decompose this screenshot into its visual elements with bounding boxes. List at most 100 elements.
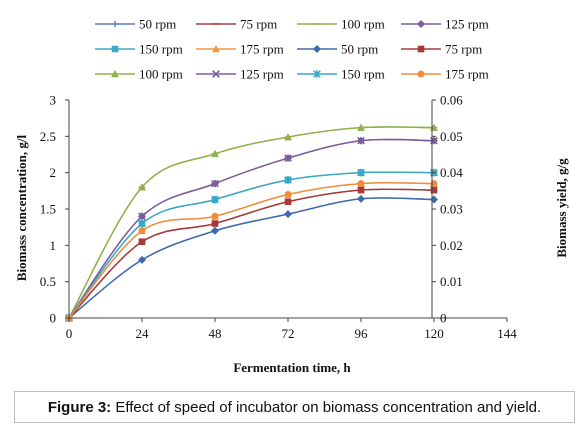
y-tick-label: 1	[50, 238, 57, 253]
x-tick-label: 0	[66, 326, 73, 341]
data-point	[430, 195, 438, 204]
data-point	[138, 238, 146, 245]
series-150-rpm-left	[65, 168, 438, 322]
data-point	[284, 154, 292, 162]
data-point	[211, 149, 219, 158]
x-tick-label: 120	[424, 326, 444, 341]
legend-item: 100 rpm	[95, 67, 183, 82]
y-tick-label: 1.5	[40, 202, 56, 217]
series-line	[68, 126, 435, 319]
data-point	[284, 132, 292, 141]
y2-tick-label: 0.02	[440, 238, 463, 253]
data-point	[430, 186, 438, 194]
series-100-rpm-right	[65, 126, 438, 319]
legend-label: 100 rpm	[139, 67, 183, 82]
legend-marker	[111, 20, 119, 28]
legend-marker	[417, 20, 425, 28]
series-line	[68, 182, 435, 319]
x-tick-label: 48	[209, 326, 222, 341]
y2-axis-label: Biomass yield, g/g	[554, 158, 569, 258]
legend-item: 100 rpm	[297, 17, 385, 32]
series-line	[68, 138, 435, 319]
data-point	[357, 180, 365, 188]
series-75-rpm-left	[65, 186, 438, 322]
y2-tick-label: 0.06	[440, 93, 463, 108]
y2-tick-label: 0.01	[440, 274, 463, 289]
data-point	[138, 219, 146, 228]
series-175-rpm-left	[65, 180, 438, 322]
legend-label: 75 rpm	[445, 42, 482, 57]
legend-marker	[212, 70, 220, 78]
series-line	[68, 126, 435, 319]
legend-label: 50 rpm	[341, 42, 378, 57]
y2-tick-label: 0.04	[440, 165, 463, 180]
data-point	[357, 186, 365, 194]
series-100-rpm-left	[65, 123, 438, 322]
data-point	[211, 179, 219, 188]
data-point	[357, 168, 365, 177]
x-tick-label: 24	[136, 326, 150, 341]
series-line	[68, 197, 435, 319]
series-line	[68, 188, 435, 319]
series-50-rpm-left	[65, 194, 438, 322]
data-point	[211, 220, 219, 227]
legend-label: 175 rpm	[445, 67, 489, 82]
series-125-rpm-right	[65, 136, 438, 322]
legend-item: 50 rpm	[95, 17, 176, 32]
legend-item: 175 rpm	[196, 42, 284, 57]
data-point	[284, 176, 292, 184]
data-point	[138, 212, 146, 221]
figure-caption: Figure 3: Effect of speed of incubator o…	[14, 391, 575, 423]
data-point	[357, 136, 365, 145]
legend-marker	[212, 44, 220, 53]
legend-marker	[313, 45, 321, 53]
data-point	[284, 210, 292, 219]
data-point	[138, 255, 146, 264]
y2-tick-label: 0	[440, 311, 447, 326]
y-axis-label: Biomass concentration, g/l	[14, 134, 29, 281]
y-tick-label: 3	[50, 93, 57, 108]
x-tick-label: 72	[282, 326, 295, 341]
data-point	[284, 190, 292, 198]
caption-label: Figure 3:	[47, 398, 112, 416]
series-125-rpm-left	[65, 136, 438, 322]
legend-marker	[417, 70, 425, 78]
legend-label: 125 rpm	[445, 17, 489, 32]
legend-item: 150 rpm	[95, 42, 183, 57]
y-tick-label: 0	[50, 311, 57, 326]
caption-text: Effect of speed of incubator on biomass …	[111, 398, 542, 416]
data-point	[211, 212, 219, 220]
legend-item: 175 rpm	[401, 67, 489, 82]
legend: 50 rpm 75 rpm 100 rpm 125 rpm 150 rpm 175 rpm…	[95, 17, 489, 82]
data-point	[357, 194, 365, 203]
legend-item: 125 rpm	[401, 17, 489, 32]
data-point	[138, 183, 146, 191]
legend-marker	[313, 70, 321, 78]
legend-marker	[111, 69, 119, 78]
legend-label: 125 rpm	[240, 67, 284, 82]
series-75-rpm-right	[65, 188, 438, 319]
data-point	[211, 226, 219, 235]
series-line	[68, 197, 435, 319]
legend-item: 75 rpm	[401, 42, 482, 57]
y2-tick-label: 0.03	[440, 202, 463, 217]
legend-item: 150 rpm	[297, 67, 385, 82]
series-line	[68, 188, 435, 319]
y-tick-label: 0.5	[40, 274, 56, 289]
y-tick-label: 2	[50, 165, 57, 180]
y-tick-label: 2.5	[40, 129, 56, 144]
series-line	[68, 138, 435, 319]
data-point	[357, 123, 365, 131]
y2-tick-label: 0.05	[440, 129, 463, 144]
data-point	[138, 227, 146, 235]
legend-item: 125 rpm	[196, 67, 284, 82]
series-line	[68, 171, 435, 319]
data-point	[211, 195, 219, 204]
legend-label: 50 rpm	[139, 17, 176, 32]
legend-label: 150 rpm	[139, 42, 183, 57]
plot-area	[65, 123, 438, 322]
series-line	[68, 182, 435, 319]
legend-label: 175 rpm	[240, 42, 284, 57]
x-axis-label: Fermentation time, h	[233, 360, 351, 375]
legend-label: 150 rpm	[341, 67, 385, 82]
